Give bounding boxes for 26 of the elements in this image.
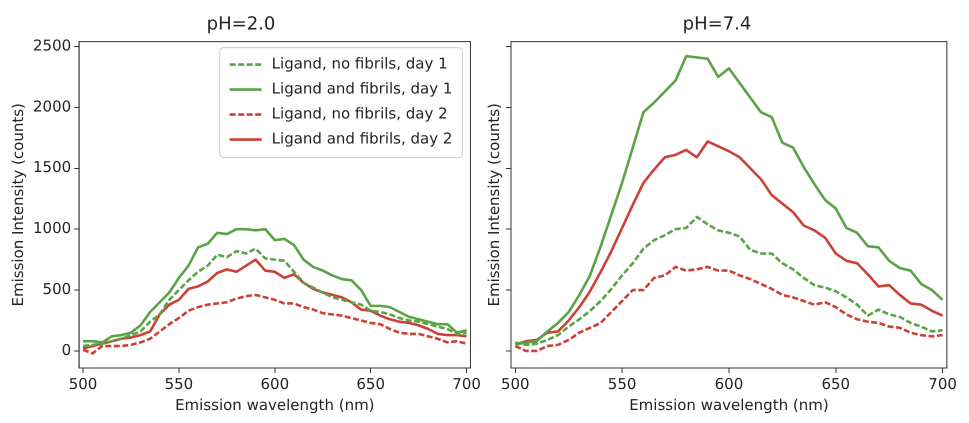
y-tick-label: 2000 xyxy=(32,97,72,116)
x-tick-label: 650 xyxy=(821,374,850,393)
x-tick-label: 600 xyxy=(714,374,744,393)
y-tick-label: 1000 xyxy=(32,219,72,238)
legend-label: Ligand, no fibrils, day 1 xyxy=(272,54,448,72)
x-tick-label: 500 xyxy=(68,374,98,393)
chart-title: pH=2.0 xyxy=(206,13,276,34)
x-tick-label: 700 xyxy=(928,374,957,393)
legend-label: Ligand and fibrils, day 1 xyxy=(272,79,452,98)
x-tick-label: 650 xyxy=(356,374,386,393)
legend-label: Ligand and fibrils, day 2 xyxy=(272,129,452,148)
y-axis-title: Emission Intensity (counts) xyxy=(484,103,503,307)
x-tick-label: 550 xyxy=(608,374,636,393)
x-tick-label: 550 xyxy=(164,374,194,393)
legend-label: Ligand, no fibrils, day 2 xyxy=(272,104,448,122)
y-axis-title: Emission Intensity (counts) xyxy=(8,103,27,307)
x-axis-title: Emission wavelength (nm) xyxy=(629,396,829,414)
y-tick-label: 2500 xyxy=(32,36,72,54)
y-tick-label: 1500 xyxy=(32,158,72,176)
x-axis-title: Emission wavelength (nm) xyxy=(175,396,375,414)
x-tick-label: 500 xyxy=(500,374,530,393)
y-tick-label: 500 xyxy=(42,280,72,298)
x-tick-label: 700 xyxy=(452,374,481,393)
y-tick-label: 0 xyxy=(62,340,72,359)
x-tick-label: 600 xyxy=(260,374,290,393)
chart-title: pH=7.4 xyxy=(682,13,752,34)
